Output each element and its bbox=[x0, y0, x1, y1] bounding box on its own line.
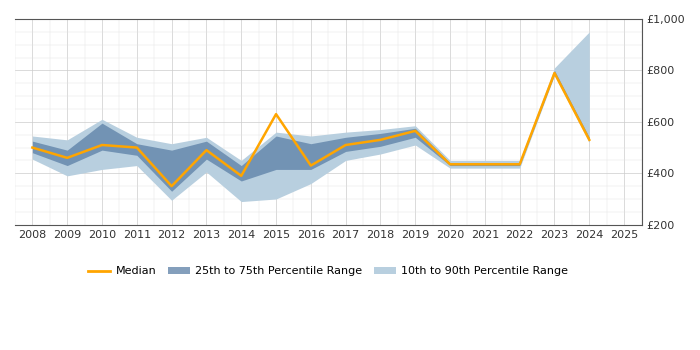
Legend: Median, 25th to 75th Percentile Range, 10th to 90th Percentile Range: Median, 25th to 75th Percentile Range, 1… bbox=[83, 262, 573, 281]
